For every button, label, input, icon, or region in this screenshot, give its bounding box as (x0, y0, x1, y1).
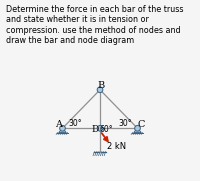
Text: 30°: 30° (118, 119, 132, 128)
Text: D: D (92, 125, 99, 134)
Text: and state whether it is in tension or: and state whether it is in tension or (6, 15, 149, 24)
Circle shape (60, 125, 65, 131)
Circle shape (97, 87, 103, 93)
Text: A: A (55, 120, 62, 129)
Text: 2 kN: 2 kN (107, 142, 126, 151)
Text: draw the bar and node diagram: draw the bar and node diagram (6, 36, 134, 45)
Text: compression. use the method of nodes and: compression. use the method of nodes and (6, 26, 181, 35)
Polygon shape (134, 128, 141, 132)
Text: B: B (97, 81, 104, 90)
Text: 60°: 60° (100, 125, 113, 134)
Text: 30°: 30° (68, 119, 82, 128)
Circle shape (97, 125, 103, 131)
Text: C: C (137, 120, 145, 129)
Text: Determine the force in each bar of the truss: Determine the force in each bar of the t… (6, 5, 184, 14)
Circle shape (135, 125, 140, 131)
Polygon shape (59, 128, 66, 132)
